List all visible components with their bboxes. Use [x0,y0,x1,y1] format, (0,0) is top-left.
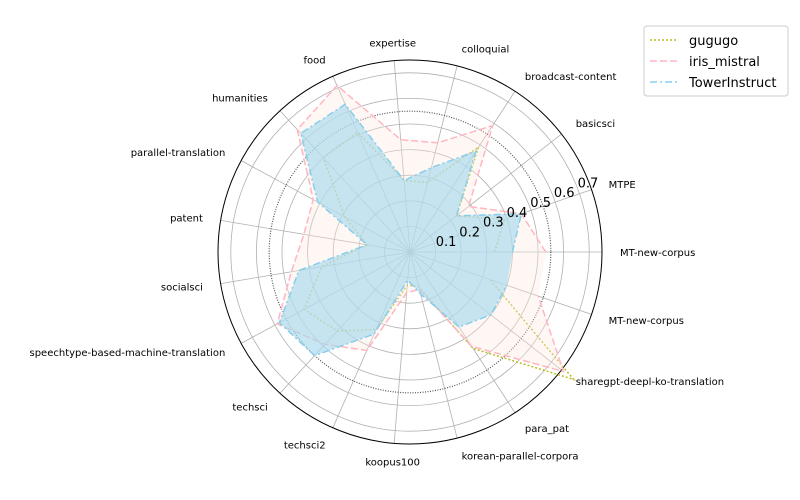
series-layer [276,84,576,381]
category-label: korean-parallel-corpora [462,452,579,463]
legend: gugugo iris_mistral TowerInstruct [643,25,789,97]
reference-circle [268,110,552,394]
category-label: patent [170,213,203,224]
radial-tick-label: 0.4 [507,206,528,221]
category-label: socialsci [161,283,203,294]
series-fill-towerinstruct [279,104,522,356]
category-label: basicsci [576,119,615,130]
category-label: expertise [369,39,416,50]
radial-tick-label: 0.1 [436,235,457,250]
category-label: para_pat [525,424,569,435]
radial-tick-label: 0.2 [459,225,480,240]
category-label: food [303,56,325,67]
polar-spine [217,59,603,445]
category-label: broadcast-content [525,72,617,83]
legend-label-iris-mistral: iris_mistral [689,55,760,70]
legend-label-towerinstruct: TowerInstruct [688,76,776,91]
radial-tick-label: 0.5 [530,196,551,211]
category-label: sharegpt-deepl-ko-translation [576,377,724,388]
ring-gridline [230,72,590,432]
radial-ticks: 0.10.20.30.40.50.60.7 [436,176,599,250]
series-line-towerinstruct [278,103,523,357]
radial-tick-label: 0.7 [578,176,599,191]
category-label: parallel-translation [131,148,226,159]
category-label: MT-new-corpus [620,248,695,259]
ring-gridline [281,123,539,381]
series-line-iris-mistral [276,84,565,373]
category-label: techsci2 [284,440,326,451]
category-label: MT-new-corpus [609,316,684,327]
category-label: speechtype-based-machine-translation [30,348,226,359]
category-label: humanities [212,94,268,105]
radial-tick-label: 0.6 [554,186,575,201]
category-label: techsci [232,403,267,414]
category-label: colloquial [462,44,510,55]
category-label: koopus100 [365,457,420,468]
legend-label-gugugo: gugugo [689,34,738,49]
category-labels: MT-new-corpus MTPE basicsci broadcast-conte… [30,39,725,469]
legend-frame [643,25,789,97]
category-label: MTPE [609,180,636,191]
ring-gridline [255,97,565,407]
radial-tick-label: 0.3 [483,216,504,231]
radial-gridline [393,251,411,444]
